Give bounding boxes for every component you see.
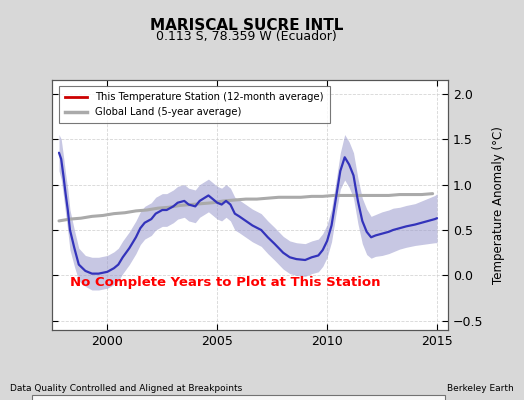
Legend: Station Move, Record Gap, Time of Obs. Change, Empirical Break: Station Move, Record Gap, Time of Obs. C… xyxy=(32,396,445,400)
Y-axis label: Temperature Anomaly (°C): Temperature Anomaly (°C) xyxy=(492,126,505,284)
Text: Data Quality Controlled and Aligned at Breakpoints: Data Quality Controlled and Aligned at B… xyxy=(10,384,243,393)
Text: Berkeley Earth: Berkeley Earth xyxy=(447,384,514,393)
Text: 0.113 S, 78.359 W (Ecuador): 0.113 S, 78.359 W (Ecuador) xyxy=(156,30,336,43)
Text: No Complete Years to Plot at This Station: No Complete Years to Plot at This Statio… xyxy=(70,276,380,289)
Text: MARISCAL SUCRE INTL: MARISCAL SUCRE INTL xyxy=(149,18,343,33)
